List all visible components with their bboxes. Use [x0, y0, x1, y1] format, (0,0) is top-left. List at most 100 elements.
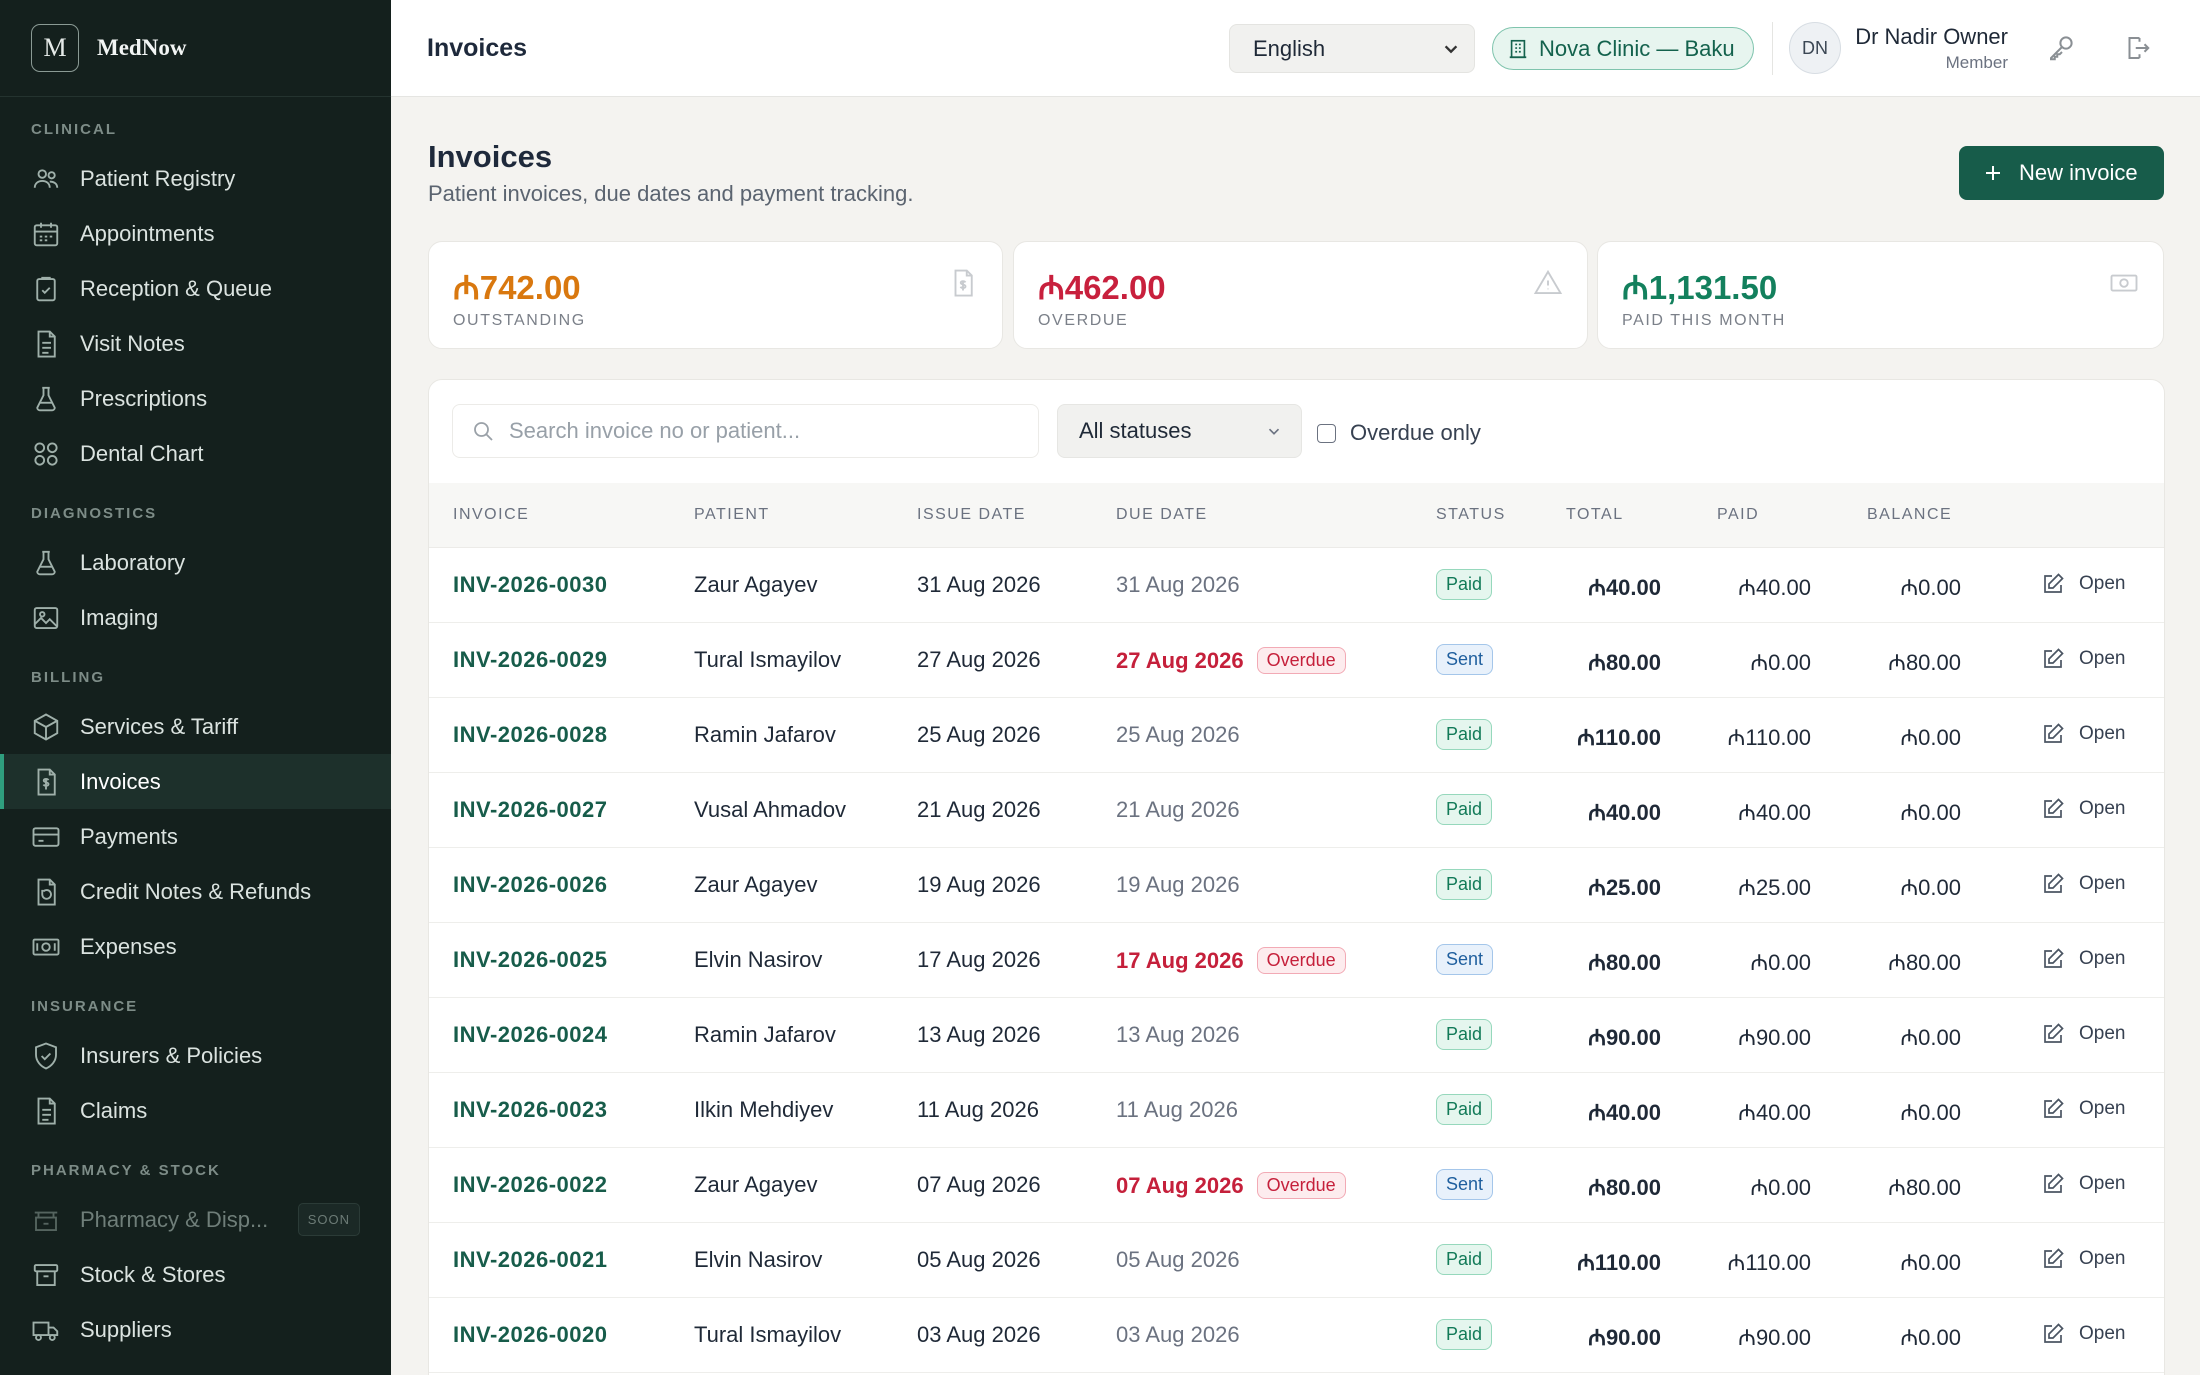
column-header-patient[interactable]: PATIENT — [694, 506, 770, 523]
sidebar-item-suppliers[interactable]: Suppliers — [0, 1302, 391, 1357]
column-header-due-date[interactable]: DUE DATE — [1116, 506, 1208, 523]
invoice-number-link[interactable]: INV-2026-0027 — [453, 797, 608, 822]
key-icon[interactable] — [2046, 33, 2076, 63]
search-input[interactable]: Search invoice no or patient... — [452, 404, 1039, 458]
stat-value: ₼1,131.50 — [1622, 269, 1778, 306]
column-header-balance[interactable]: BALANCE — [1867, 506, 1953, 523]
column-header-invoice[interactable]: INVOICE — [453, 506, 530, 523]
sidebar-item-insurers-policies[interactable]: Insurers & Policies — [0, 1028, 391, 1083]
topbar: Invoices English Nova Clinic — Baku DN D… — [391, 0, 2200, 97]
sidebar-item-expenses[interactable]: Expenses — [0, 919, 391, 974]
avatar[interactable]: DN — [1789, 22, 1841, 74]
table-row[interactable]: INV-2026-0027 Vusal Ahmadov 21 Aug 2026 … — [429, 773, 2164, 848]
invoice-number-link[interactable]: INV-2026-0024 — [453, 1022, 608, 1047]
invoice-number-link[interactable]: INV-2026-0028 — [453, 722, 608, 747]
status-badge: Paid — [1436, 1319, 1493, 1350]
open-invoice-button[interactable]: Open — [2041, 572, 2125, 596]
refund-icon — [37, 878, 56, 905]
column-header-total[interactable]: TOTAL — [1566, 506, 1624, 523]
pharmacy-icon — [34, 1211, 58, 1231]
flask-icon — [36, 386, 56, 411]
column-header-paid[interactable]: PAID — [1717, 506, 1760, 523]
warning-icon — [1533, 269, 1563, 294]
column-header-status[interactable]: STATUS — [1436, 506, 1506, 523]
invoice-number-link[interactable]: INV-2026-0020 — [453, 1322, 608, 1347]
edit-icon — [2044, 723, 2064, 743]
open-invoice-button[interactable]: Open — [2041, 947, 2125, 971]
status-badge: Sent — [1436, 1169, 1494, 1200]
sidebar-section-title: PHARMACY & STOCK — [31, 1162, 221, 1179]
document-icon — [37, 330, 56, 357]
brand-logo: M — [31, 24, 79, 72]
balance-amount: ₼80.00 — [1888, 1175, 1961, 1200]
open-invoice-button[interactable]: Open — [2041, 1097, 2125, 1121]
sidebar-item-visit-notes[interactable]: Visit Notes — [0, 316, 391, 371]
sidebar-item-label: Expenses — [80, 933, 177, 959]
sidebar-item-invoices[interactable]: Invoices — [0, 754, 391, 809]
total-amount: ₼80.00 — [1588, 1175, 1661, 1200]
invoice-number-link[interactable]: INV-2026-0022 — [453, 1172, 608, 1197]
invoice-number-link[interactable]: INV-2026-0021 — [453, 1247, 608, 1272]
invoice-number-link[interactable]: INV-2026-0025 — [453, 947, 608, 972]
table-row[interactable]: INV-2026-0023 Ilkin Mehdiyev 11 Aug 2026… — [429, 1073, 2164, 1148]
table-row[interactable]: INV-2026-0030 Zaur Agayev 31 Aug 2026 31… — [429, 548, 2164, 623]
stat-label: OVERDUE — [1038, 312, 1129, 329]
logout-icon[interactable] — [2122, 33, 2152, 63]
checkbox-box[interactable] — [1317, 423, 1336, 443]
sidebar-item-claims[interactable]: Claims — [0, 1083, 391, 1138]
sidebar-item-patient-registry[interactable]: Patient Registry — [0, 151, 391, 206]
sidebar-item-imaging[interactable]: Imaging — [0, 590, 391, 645]
overdue-only-checkbox[interactable]: Overdue only — [1317, 420, 1481, 446]
stat-value: ₼462.00 — [1038, 269, 1166, 306]
sidebar-item-label: Reception & Queue — [80, 275, 273, 301]
sidebar-item-payments[interactable]: Payments — [0, 809, 391, 864]
table-row[interactable]: INV-2026-0022 Zaur Agayev 07 Aug 2026 07… — [429, 1148, 2164, 1223]
due-date-value: 25 Aug 2026 — [1116, 722, 1240, 747]
sidebar-item-prescriptions[interactable]: Prescriptions — [0, 371, 391, 426]
sidebar-item-stock-stores[interactable]: Stock & Stores — [0, 1247, 391, 1302]
sidebar-item-services-tariff[interactable]: Services & Tariff — [0, 699, 391, 754]
total-amount: ₼90.00 — [1588, 1025, 1661, 1050]
open-invoice-button[interactable]: Open — [2041, 722, 2125, 746]
open-label: Open — [2079, 723, 2126, 744]
brand[interactable]: M MedNow — [0, 0, 391, 97]
sidebar-item-laboratory[interactable]: Laboratory — [0, 535, 391, 590]
open-invoice-button[interactable]: Open — [2041, 1247, 2125, 1271]
due-date-value: 31 Aug 2026 — [1116, 572, 1240, 597]
sidebar-item-appointments[interactable]: Appointments — [0, 206, 391, 261]
due-date-value: 07 Aug 2026 — [1116, 1172, 1244, 1198]
total-amount: ₼40.00 — [1588, 575, 1661, 600]
table-row[interactable]: INV-2026-0020 Tural Ismayilov 03 Aug 202… — [429, 1298, 2164, 1373]
open-invoice-button[interactable]: Open — [2041, 647, 2125, 671]
table-row[interactable]: INV-2026-0025 Elvin Nasirov 17 Aug 2026 … — [429, 923, 2164, 998]
open-invoice-button[interactable]: Open — [2041, 872, 2125, 896]
sidebar-item-credit-notes-refunds[interactable]: Credit Notes & Refunds — [0, 864, 391, 919]
open-invoice-button[interactable]: Open — [2041, 1172, 2125, 1196]
language-value: English — [1253, 35, 1326, 61]
table-row[interactable]: INV-2026-0026 Zaur Agayev 19 Aug 2026 19… — [429, 848, 2164, 923]
user-info[interactable]: Dr Nadir Owner Member — [1841, 24, 2008, 73]
column-header-issue-date[interactable]: ISSUE DATE — [917, 506, 1026, 523]
language-select[interactable]: English — [1229, 24, 1475, 73]
issue-date: 03 Aug 2026 — [917, 1322, 1041, 1347]
table-row[interactable]: INV-2026-0021 Elvin Nasirov 05 Aug 2026 … — [429, 1223, 2164, 1298]
clinic-switcher[interactable]: Nova Clinic — Baku — [1492, 27, 1754, 70]
sidebar-item-reception-queue[interactable]: Reception & Queue — [0, 261, 391, 316]
table-row[interactable]: INV-2026-0024 Ramin Jafarov 13 Aug 2026 … — [429, 998, 2164, 1073]
status-badge: Paid — [1436, 569, 1493, 600]
new-invoice-button[interactable]: New invoice — [1959, 146, 2164, 200]
invoice-number-link[interactable]: INV-2026-0030 — [453, 572, 608, 597]
status-filter-select[interactable]: All statuses — [1057, 404, 1302, 458]
brand-name: MedNow — [97, 35, 187, 60]
invoice-number-link[interactable]: INV-2026-0023 — [453, 1097, 608, 1122]
open-invoice-button[interactable]: Open — [2041, 1022, 2125, 1046]
edit-icon — [2044, 648, 2064, 668]
document-icon — [37, 1097, 56, 1124]
invoice-number-link[interactable]: INV-2026-0029 — [453, 647, 608, 672]
table-row[interactable]: INV-2026-0028 Ramin Jafarov 25 Aug 2026 … — [429, 698, 2164, 773]
sidebar-item-dental-chart[interactable]: Dental Chart — [0, 426, 391, 481]
open-invoice-button[interactable]: Open — [2041, 797, 2125, 821]
table-row[interactable]: INV-2026-0029 Tural Ismayilov 27 Aug 202… — [429, 623, 2164, 698]
open-invoice-button[interactable]: Open — [2041, 1322, 2125, 1346]
invoice-number-link[interactable]: INV-2026-0026 — [453, 872, 608, 897]
